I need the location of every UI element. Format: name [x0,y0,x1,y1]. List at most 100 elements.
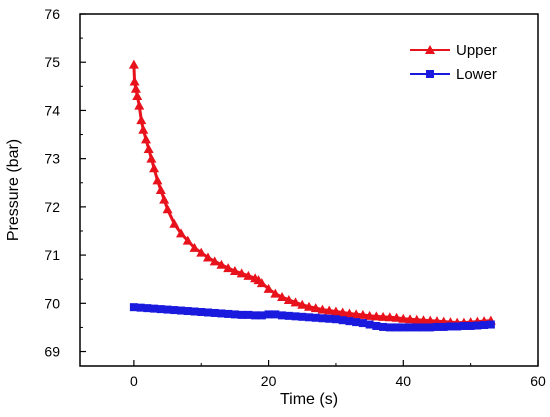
data-point [278,311,287,320]
data-point [351,309,362,319]
data-point [364,310,375,320]
y-tick-label: 75 [44,54,60,70]
y-tick-label: 73 [44,151,60,167]
data-point [425,315,436,325]
data-point [473,321,482,330]
data-point [271,310,280,319]
data-point [264,310,273,319]
plot-frame [79,13,539,367]
data-point [446,322,455,331]
data-point [162,204,173,214]
legend: Upper Lower [410,42,497,83]
data-point [324,305,335,315]
legend-marker [426,70,434,78]
data-point [156,305,165,314]
legend-marker [425,45,435,54]
data-point [439,322,448,331]
data-point [128,59,139,69]
x-tick-label: 20 [261,373,277,389]
legend-label: Lower [456,66,497,83]
data-point [134,100,145,110]
data-point [398,313,409,323]
data-point [378,311,389,321]
legend-label: Upper [456,42,497,59]
data-point [392,323,401,332]
data-point [210,308,219,317]
data-point [155,185,166,194]
data-point [310,303,321,313]
x-axis: 0 20 40 60 [130,360,546,389]
data-point [385,323,394,332]
legend-item-lower: Lower [410,66,497,83]
x-tick-label: 40 [396,373,412,389]
data-point [152,175,163,185]
data-point [318,314,327,323]
data-point [384,312,395,322]
data-point [136,303,145,312]
data-point [182,235,193,245]
data-point [345,317,354,326]
data-point [297,299,308,309]
data-point [344,308,355,318]
data-point [190,307,199,316]
data-point [426,323,435,332]
data-point [176,228,187,238]
data-point [304,301,314,311]
data-point [405,314,416,324]
data-point [183,307,192,316]
data-point [337,307,348,317]
x-tick-label: 0 [130,373,138,389]
data-point [143,144,154,154]
data-point [283,294,294,304]
data-point [203,308,212,317]
series-upper-line [132,64,491,325]
data-point [298,312,307,321]
data-point [284,311,293,320]
data-point [399,323,408,332]
y-axis: 69 70 71 72 73 74 75 76 [44,6,86,360]
data-point [263,283,274,293]
series-lower [129,303,495,332]
legend-item-upper: Upper [410,42,497,59]
data-point [217,309,226,318]
data-point [406,323,415,332]
data-point [365,320,374,329]
data-point [237,310,246,319]
data-point [412,323,421,332]
data-point [411,314,422,324]
data-point [251,311,260,320]
data-point [197,307,206,316]
data-point [459,321,468,330]
data-point [150,304,159,313]
data-point [149,163,160,173]
data-point [143,304,152,313]
data-point [146,153,157,163]
data-point [169,218,180,228]
data-point [291,312,300,321]
data-point [357,309,368,319]
data-point [159,194,170,204]
data-point [236,268,247,278]
data-point [277,292,288,302]
y-tick-label: 74 [44,102,60,118]
data-point [371,311,382,321]
x-axis-title: Time (s) [280,391,338,408]
y-tick-label: 76 [44,6,60,22]
y-tick-label: 69 [44,344,60,360]
data-point [270,288,281,298]
data-point [358,319,367,328]
data-point [352,318,361,327]
x-tick-label: 60 [530,373,546,389]
data-point [372,321,381,330]
data-point [486,320,495,329]
data-point [129,76,140,86]
data-point [317,304,328,314]
data-point [223,263,234,273]
data-point [379,322,388,331]
data-point [230,310,239,319]
data-point [257,311,266,320]
data-point [196,247,207,257]
data-point [177,306,186,315]
data-point [418,315,429,325]
